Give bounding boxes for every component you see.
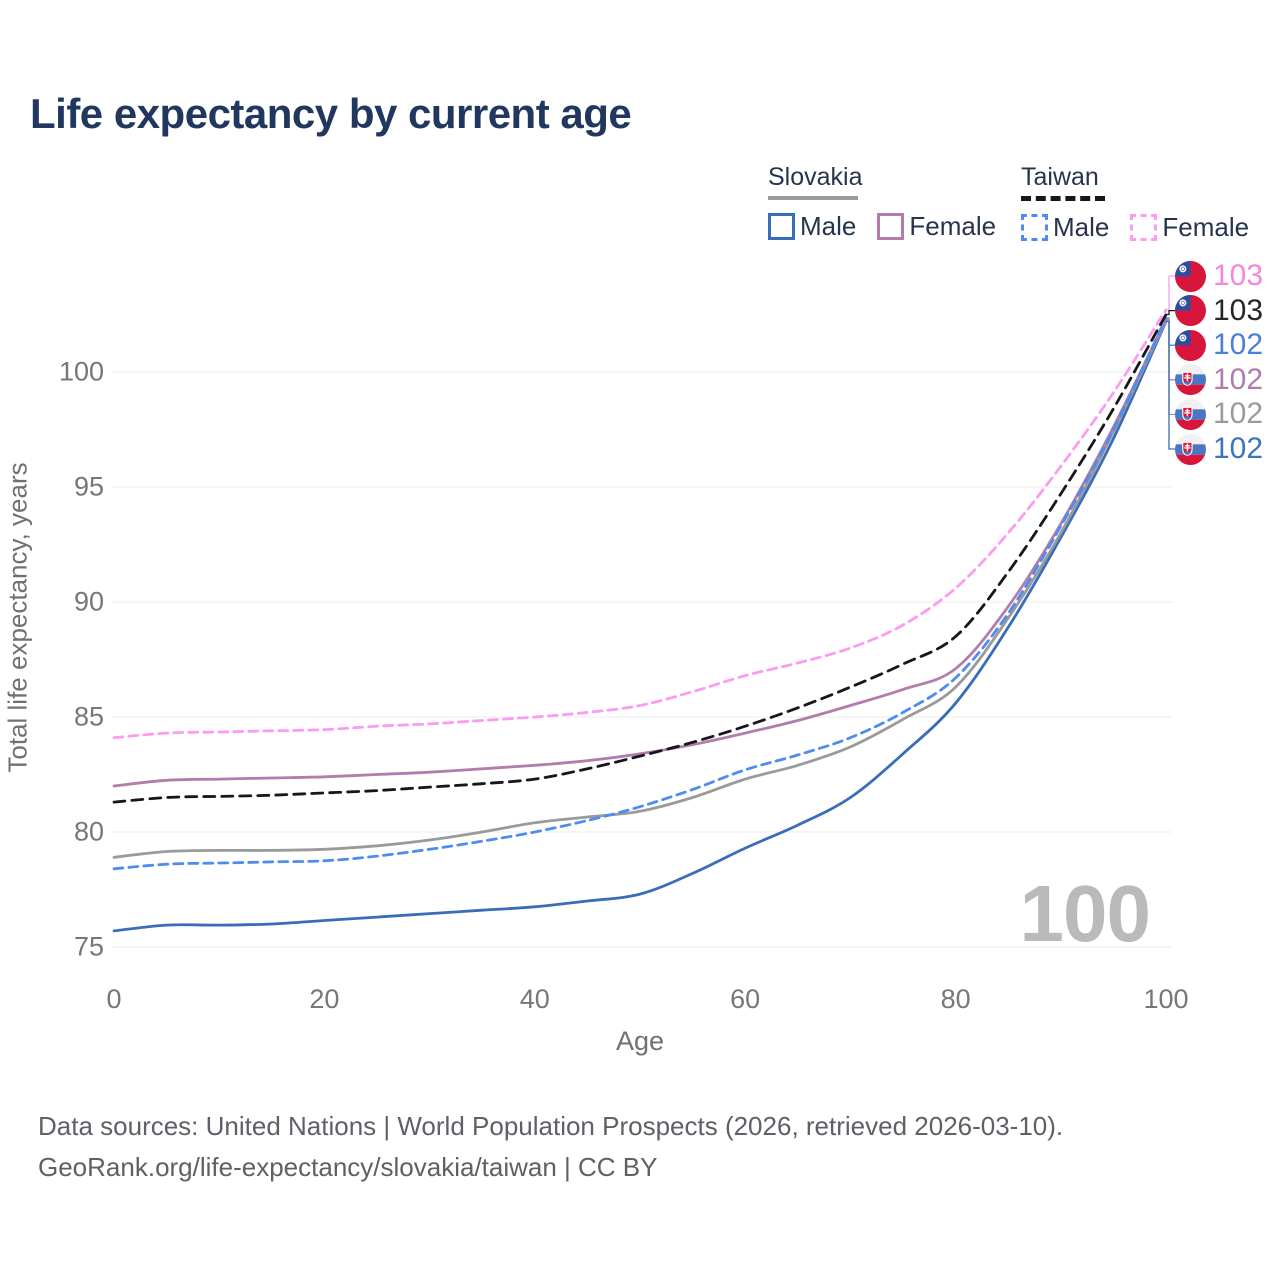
slovakia-line-swatch	[768, 196, 858, 200]
end-label-slovakia-female: 102	[1175, 363, 1263, 397]
slovakia-flag-icon	[1175, 433, 1206, 465]
taiwan-line-swatch	[1021, 196, 1105, 201]
series-line-taiwan-female[interactable]	[112, 308, 1168, 740]
series-line-slovakia-male[interactable]	[112, 320, 1168, 933]
legend-label-slovakia-male: Male	[800, 211, 857, 241]
end-label-taiwan-total: 103	[1175, 294, 1263, 328]
series-line-taiwan-total[interactable]	[112, 313, 1168, 804]
legend-label-slovakia-female: Female	[909, 211, 997, 241]
taiwan-flag-icon	[1175, 329, 1206, 361]
taiwan-flag-icon	[1175, 295, 1206, 327]
taiwan-female-swatch-icon	[1130, 214, 1158, 241]
end-label-value: 102	[1213, 432, 1264, 465]
legend-country-slovakia: Slovakia	[768, 163, 863, 191]
y-tick-label: 90	[73, 586, 104, 617]
legend-label-taiwan-female: Female	[1162, 212, 1250, 242]
legend-item-slovakia-female[interactable]: Female	[877, 211, 996, 242]
legend-row-taiwan: Male Female	[1021, 212, 1249, 243]
legend-label-taiwan-male: Male	[1053, 212, 1110, 242]
y-tick-label: 100	[58, 356, 104, 387]
series-line-slovakia-female[interactable]	[112, 317, 1168, 788]
end-label-taiwan-male: 102	[1175, 328, 1263, 362]
slovakia-flag-icon	[1175, 364, 1206, 396]
end-label-value: 102	[1213, 397, 1264, 431]
end-label-connector	[1166, 309, 1175, 316]
footer-attribution: GeoRank.org/life-expectancy/slovakia/tai…	[38, 1152, 658, 1182]
legend-item-taiwan-male[interactable]: Male	[1021, 212, 1109, 243]
legend-group-taiwan: Taiwan Male Female	[1021, 163, 1249, 243]
age-watermark: 100	[1019, 869, 1151, 958]
end-label-connector	[1166, 317, 1175, 346]
slovakia-flag-icon	[1175, 398, 1206, 430]
end-label-value: 103	[1213, 293, 1264, 327]
end-label-connector	[1166, 318, 1175, 381]
legend-item-slovakia-male[interactable]: Male	[768, 211, 856, 242]
y-axis-title: Total life expectancy, years	[2, 462, 33, 773]
legend-row-slovakia: Male Female	[768, 211, 996, 242]
end-label-taiwan-female: 103	[1175, 259, 1263, 293]
legend-item-taiwan-female[interactable]: Female	[1130, 212, 1249, 243]
y-tick-label: 85	[73, 701, 104, 732]
end-label-value: 102	[1213, 328, 1264, 362]
end-label-connector	[1166, 319, 1175, 416]
y-tick-label: 75	[73, 931, 104, 962]
legend-group-slovakia: Slovakia Male Female	[768, 163, 996, 242]
series-line-slovakia-total[interactable]	[112, 318, 1168, 859]
taiwan-male-swatch-icon	[1021, 214, 1048, 241]
slovakia-female-swatch-icon	[877, 213, 905, 240]
x-axis-title: Age	[615, 1026, 665, 1056]
footer: Data sources: United Nations | World Pop…	[38, 1106, 1063, 1188]
x-tick-label: 100	[1143, 984, 1189, 1014]
end-label-connector	[1166, 275, 1175, 311]
slovakia-male-swatch-icon	[768, 213, 795, 240]
y-tick-label: 95	[73, 471, 104, 502]
footer-data-sources: Data sources: United Nations | World Pop…	[38, 1111, 1064, 1141]
end-label-value: 102	[1213, 362, 1264, 396]
x-tick-label: 20	[309, 984, 340, 1014]
series-line-taiwan-male[interactable]	[112, 316, 1168, 871]
taiwan-flag-icon	[1175, 260, 1206, 292]
page-title: Life expectancy by current age	[30, 90, 632, 137]
end-label-slovakia-male: 102	[1175, 432, 1263, 466]
x-tick-label: 80	[940, 984, 971, 1014]
y-tick-label: 80	[73, 816, 104, 847]
end-label-slovakia-total: 102	[1175, 397, 1263, 431]
x-tick-label: 0	[106, 984, 122, 1014]
end-label-value: 103	[1213, 259, 1264, 292]
end-label-connector	[1166, 320, 1175, 450]
x-tick-label: 40	[519, 984, 550, 1014]
x-tick-label: 60	[730, 984, 761, 1014]
legend-country-taiwan: Taiwan	[1021, 163, 1099, 191]
